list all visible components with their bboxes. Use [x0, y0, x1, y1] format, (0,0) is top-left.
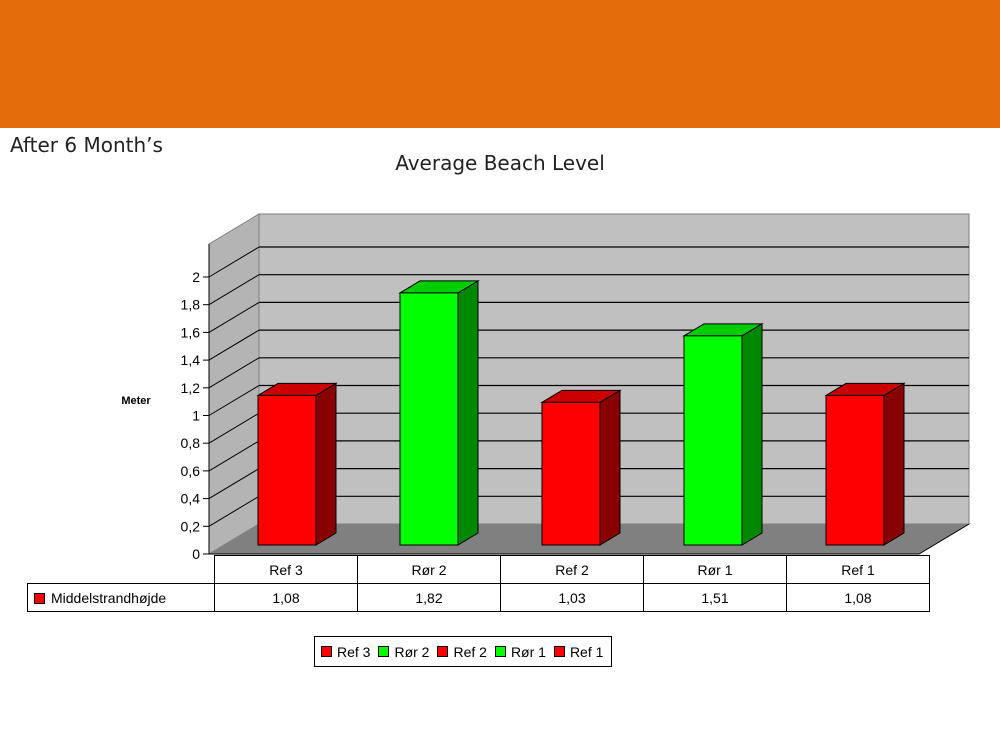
- side-gridline: [208, 301, 260, 333]
- bar: [825, 394, 885, 546]
- y-tick-label: 0,8: [181, 435, 201, 451]
- bar: [541, 401, 601, 546]
- side-gridline: [208, 412, 260, 444]
- y-tick-label: 0: [192, 546, 200, 562]
- y-tick-label: 2: [192, 269, 200, 285]
- legend-label: Ref 3: [337, 643, 371, 660]
- y-tick-label: 0,4: [181, 491, 201, 507]
- side-gridline: [208, 357, 260, 389]
- side-gridline: [208, 440, 260, 472]
- table-value-cell: 1,51: [643, 583, 787, 612]
- y-tick-label: 1,6: [181, 324, 201, 340]
- table-category-cell: Ref 2: [500, 555, 644, 584]
- legend-label: Ref 1: [569, 643, 604, 660]
- y-tick-label: 1: [192, 408, 200, 424]
- floor-edge: [918, 523, 970, 555]
- table-value-cell: 1,08: [214, 583, 358, 612]
- table-value-cell: 1,82: [357, 583, 501, 612]
- bar-side: [599, 389, 621, 546]
- table-category-cell: Ref 1: [786, 555, 930, 584]
- y-tick-label: 0,2: [181, 518, 201, 534]
- series-name: Middelstrandhøjde: [51, 589, 167, 606]
- table-header-row: Ref 3 Rør 2 Ref 2 Rør 1 Ref 1: [28, 555, 930, 584]
- series-swatch: [34, 593, 45, 605]
- legend-label: Rør 2: [394, 643, 430, 660]
- table-value-cell: 1,03: [500, 583, 644, 612]
- bar: [399, 292, 459, 546]
- legend-swatch: [378, 646, 390, 657]
- legend-item: Ref 2: [437, 643, 487, 660]
- legend-label: Ref 2: [453, 643, 487, 660]
- side-gridline: [208, 495, 260, 527]
- chart-side-wall: [208, 213, 260, 555]
- legend-label: Rør 1: [510, 643, 546, 660]
- table-category-cell: Rør 1: [643, 555, 787, 584]
- bar: [257, 394, 317, 546]
- legend-item: Ref 3: [321, 644, 370, 660]
- bar: [683, 335, 743, 546]
- legend-swatch: [494, 646, 506, 657]
- data-table: Ref 3 Rør 2 Ref 2 Rør 1 Ref 1 Middelstra…: [27, 555, 930, 612]
- legend-swatch: [321, 646, 332, 657]
- side-gridline: [208, 385, 260, 416]
- y-tick-label: 1,2: [181, 380, 201, 396]
- table-corner: [28, 556, 215, 584]
- bar-side: [457, 280, 479, 546]
- legend-item: Rør 2: [378, 644, 429, 660]
- chart-title: Average Beach Level: [395, 151, 605, 175]
- side-gridline: [208, 246, 260, 278]
- header-banner: [0, 0, 1000, 128]
- y-tick-label: 0,6: [181, 463, 201, 479]
- slide-subtitle: After 6 Month’s: [10, 133, 163, 157]
- table-category-cell: Rør 2: [357, 555, 501, 584]
- table-category-cell: Ref 3: [214, 555, 358, 584]
- side-gridline: [208, 468, 260, 500]
- y-axis-label: Meter: [121, 395, 151, 407]
- y-tick-label: 1,4: [181, 352, 201, 368]
- side-gridline: [208, 274, 260, 306]
- bar-side: [741, 322, 763, 546]
- chart-legend: Ref 3 Rør 2 Ref 2 Rør 1 Ref 1: [314, 636, 613, 667]
- side-gridline: [208, 329, 260, 361]
- legend-swatch: [553, 646, 565, 657]
- legend-item: Rør 1: [494, 643, 546, 660]
- table-row: Middelstrandhøjde 1,08 1,82 1,03 1,51 1,…: [27, 583, 930, 612]
- table-value-cell: 1,08: [786, 583, 930, 612]
- table-series-cell: Middelstrandhøjde: [27, 583, 215, 612]
- bar-side: [315, 382, 337, 546]
- legend-item: Ref 1: [553, 643, 604, 660]
- legend-swatch: [437, 646, 449, 657]
- y-tick-label: 1,8: [181, 297, 201, 313]
- bar-side: [883, 382, 905, 546]
